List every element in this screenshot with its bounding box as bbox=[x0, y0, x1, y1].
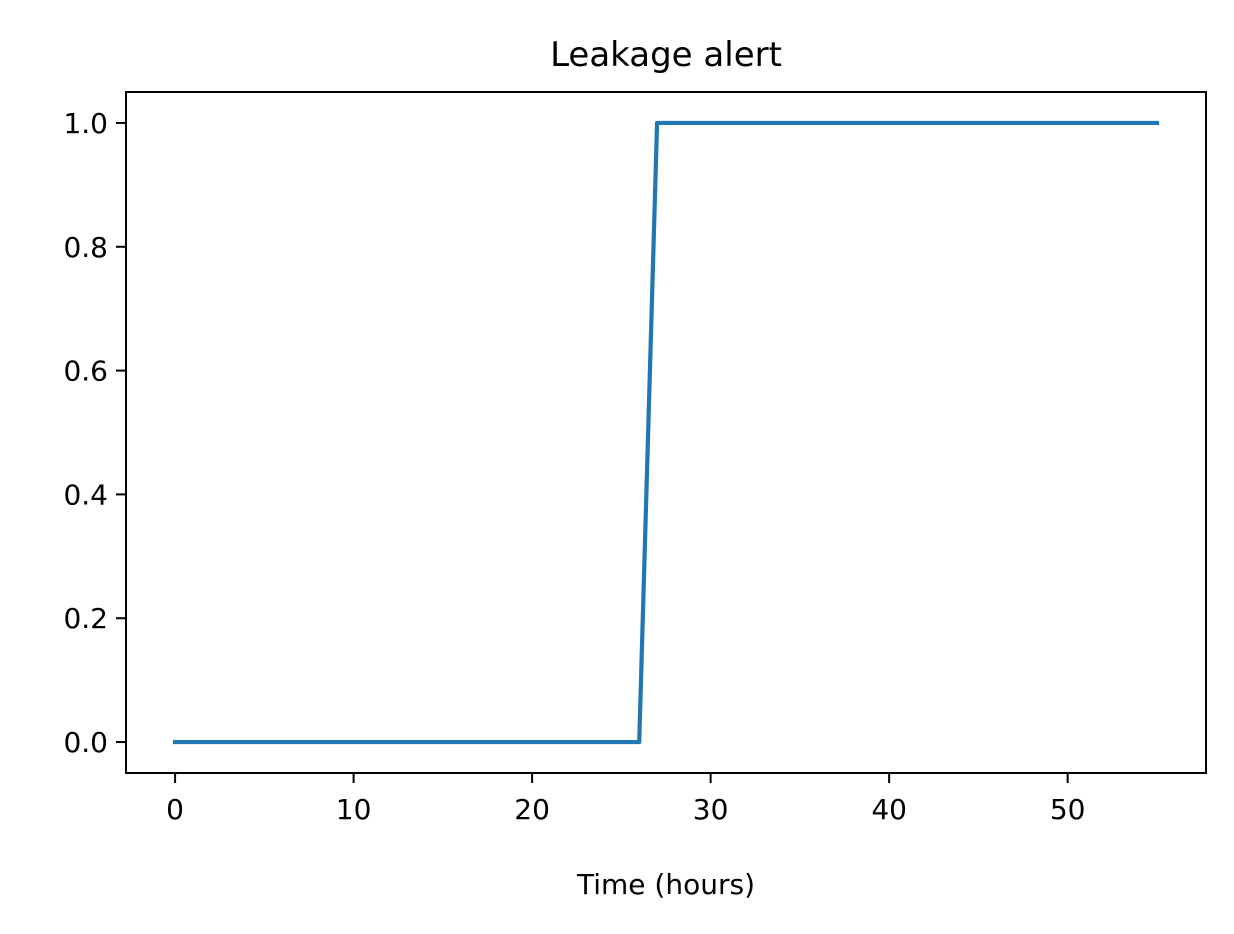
y-tick-label: 1.0 bbox=[63, 107, 108, 140]
y-tick-label: 0.8 bbox=[63, 231, 108, 264]
y-tick-label: 0.0 bbox=[63, 726, 108, 759]
x-tick-label: 30 bbox=[693, 793, 729, 826]
y-tick-label: 0.4 bbox=[63, 478, 108, 511]
x-tick-label: 0 bbox=[166, 793, 184, 826]
x-tick-label: 20 bbox=[514, 793, 550, 826]
plot-area bbox=[172, 120, 1160, 745]
x-tick-label: 40 bbox=[871, 793, 907, 826]
x-tick-label: 10 bbox=[336, 793, 372, 826]
y-tick-label: 0.2 bbox=[63, 602, 108, 635]
y-axis: 0.0 0.2 0.4 0.6 0.8 1.0 bbox=[63, 107, 126, 759]
x-tick-label: 50 bbox=[1050, 793, 1086, 826]
x-axis: 0 10 20 30 40 50 bbox=[166, 773, 1085, 826]
plot-frame bbox=[125, 91, 1207, 774]
chart-title: Leakage alert bbox=[550, 35, 782, 75]
x-axis-title: Time (hours) bbox=[576, 868, 755, 901]
y-tick-label: 0.6 bbox=[63, 355, 108, 388]
series-line-0 bbox=[172, 120, 1160, 745]
